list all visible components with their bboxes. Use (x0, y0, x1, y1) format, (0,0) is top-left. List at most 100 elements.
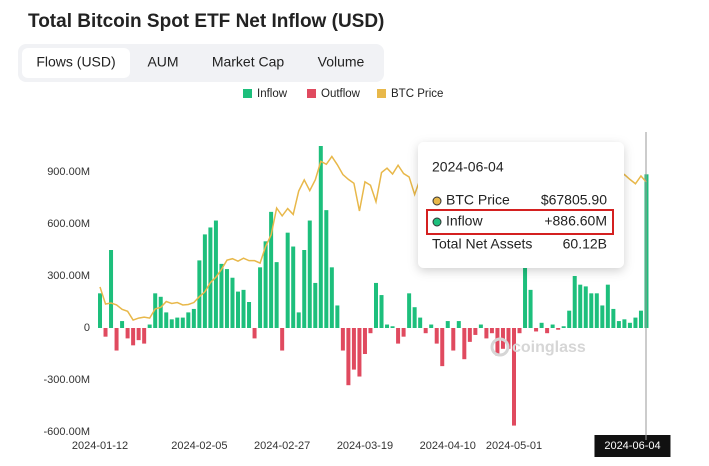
bar (313, 282, 318, 328)
x-tick-label: 2024-04-10 (420, 440, 476, 452)
bar (324, 210, 329, 328)
bar (456, 321, 461, 328)
bar (396, 328, 401, 344)
bar (131, 328, 136, 346)
tab[interactable]: Volume (318, 54, 365, 70)
tab[interactable]: Flows (USD) (36, 54, 115, 70)
y-tick-label: 0 (84, 322, 90, 334)
bar (523, 262, 528, 328)
bar (114, 328, 119, 351)
tab[interactable]: Market Cap (212, 54, 285, 70)
bar (186, 312, 191, 328)
bar (390, 326, 395, 328)
active-tab[interactable] (22, 48, 130, 78)
bar (274, 262, 279, 328)
bar (120, 321, 125, 328)
bar (109, 250, 114, 328)
bar (103, 328, 108, 337)
x-tick-label: 2024-01-12 (72, 440, 128, 452)
bar (263, 241, 268, 328)
chart-title: Total Bitcoin Spot ETF Net Inflow (USD) (28, 11, 384, 32)
bar (340, 328, 345, 351)
bar (633, 317, 638, 328)
x-tick-label: 2024-06-04 (604, 440, 660, 452)
watermark-icon (490, 337, 510, 357)
bar (280, 328, 285, 351)
x-tick-label: 2024-05-01 (486, 440, 542, 452)
bar (136, 328, 141, 341)
bar (175, 317, 180, 328)
legend-label[interactable]: Inflow (257, 88, 288, 100)
bar (180, 317, 185, 328)
bar (224, 269, 229, 328)
legend-label[interactable]: Outflow (321, 88, 361, 100)
bar (572, 276, 577, 328)
tooltip-value: 60.12B (563, 236, 607, 252)
bar (351, 328, 356, 370)
bar (191, 308, 196, 328)
x-tick-label: 2024-02-27 (254, 440, 310, 452)
bar (423, 328, 428, 334)
bar (440, 328, 445, 367)
bar (318, 146, 323, 328)
y-tick-label: 600.00M (47, 218, 90, 230)
bar (241, 289, 246, 328)
watermark: coinglass (512, 339, 586, 356)
bar (258, 267, 263, 328)
bar (236, 291, 240, 328)
legend-label[interactable]: BTC Price (391, 88, 443, 100)
x-tick-label: 2024-02-05 (171, 440, 227, 452)
highlight-frame (426, 209, 614, 235)
tooltip-value: +886.60M (544, 213, 607, 229)
bar (484, 328, 489, 339)
bar (589, 293, 594, 328)
bar (197, 260, 202, 328)
bar (169, 319, 174, 328)
bar (153, 293, 158, 328)
bar (445, 321, 450, 328)
bar (142, 328, 147, 344)
bar (147, 324, 152, 328)
bar (429, 324, 434, 328)
legend-swatch (377, 89, 386, 98)
bar (213, 220, 218, 328)
bar (291, 246, 296, 328)
bar (368, 328, 373, 334)
tooltip-label: Inflow (446, 213, 483, 229)
bar (269, 211, 274, 328)
y-tick-label: 300.00M (47, 270, 90, 282)
bar (418, 317, 423, 328)
bar (362, 328, 367, 354)
tooltip-dot (432, 217, 442, 227)
bar (219, 263, 224, 328)
bar (495, 328, 500, 356)
tab[interactable]: AUM (147, 54, 178, 70)
bar (517, 328, 522, 334)
bar (247, 302, 252, 328)
bar (539, 322, 544, 328)
bar (489, 328, 494, 334)
tooltip-value: $67805.90 (541, 192, 607, 208)
bar (374, 282, 378, 328)
bar (346, 328, 351, 386)
bar (125, 328, 130, 339)
bar (616, 321, 621, 328)
bar (296, 312, 301, 328)
bar (506, 328, 511, 349)
bar (379, 295, 384, 328)
bar (307, 220, 312, 328)
tooltip-box (418, 142, 624, 268)
bar (302, 250, 307, 328)
bar (252, 328, 257, 339)
bar (545, 328, 550, 334)
bar (208, 227, 213, 328)
bar (478, 324, 483, 328)
legend-swatch (307, 89, 316, 98)
bar (528, 289, 533, 328)
bar (357, 328, 362, 377)
tooltip-dot (432, 196, 442, 206)
bar (550, 324, 555, 328)
bar (412, 307, 417, 328)
bar (401, 328, 406, 337)
